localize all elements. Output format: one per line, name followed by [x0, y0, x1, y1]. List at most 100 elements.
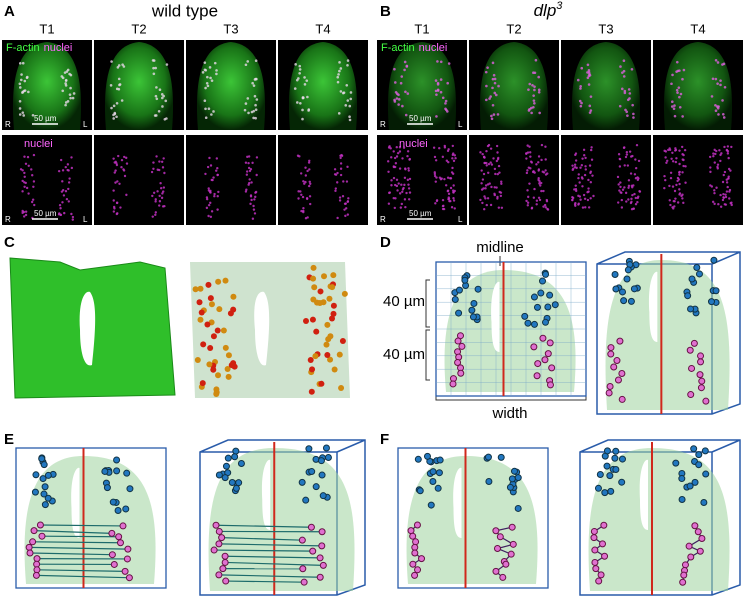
nucleus: [114, 169, 117, 172]
nucleus: [21, 111, 25, 114]
nucleus: [485, 98, 488, 102]
nucleus: [489, 161, 492, 164]
nucleus: [244, 102, 248, 105]
nucleus: [583, 197, 587, 201]
nucleus: [444, 102, 447, 105]
dot: [409, 532, 417, 540]
nucleus: [112, 210, 116, 213]
nucleus: [482, 187, 485, 190]
nucleus: [27, 164, 30, 167]
nucleus: [631, 154, 634, 158]
dot: [497, 453, 505, 461]
nucleus: [674, 160, 678, 164]
nucleus: [215, 72, 218, 76]
nucleus: [20, 73, 23, 76]
nucleus: [714, 103, 717, 107]
nucleus: [727, 156, 730, 160]
nucleus-point: [207, 295, 214, 302]
nucleus: [121, 63, 124, 66]
nucleus: [57, 169, 61, 173]
nucleus: [528, 145, 531, 148]
dot: [427, 501, 435, 509]
nucleus: [727, 167, 731, 171]
nucleus: [217, 190, 220, 194]
panel-title: dlp3: [534, 0, 564, 20]
dot: [616, 337, 624, 345]
nucleus: [666, 159, 669, 162]
nucleus-point: [317, 288, 324, 295]
dot: [687, 305, 695, 313]
nucleus: [719, 193, 722, 197]
nucleus: [253, 94, 257, 98]
nucleus: [532, 105, 535, 109]
dot: [454, 359, 462, 366]
nucleus: [119, 206, 122, 209]
nucleus: [405, 191, 408, 195]
nucleus: [574, 201, 577, 205]
nucleus: [393, 165, 397, 169]
nucleus: [500, 206, 504, 209]
dot: [679, 578, 687, 586]
nucleus: [719, 79, 722, 82]
dot: [510, 467, 518, 475]
nucleus: [338, 61, 341, 64]
nucleus: [680, 145, 684, 149]
nucleus: [216, 173, 220, 177]
nucleus: [623, 91, 627, 95]
nucleus: [629, 172, 633, 175]
nucleus: [616, 175, 620, 179]
nucleus: [526, 144, 529, 147]
nucleus: [23, 215, 26, 218]
nucleus: [408, 191, 412, 194]
nucleus: [392, 150, 395, 153]
nucleus-point: [220, 327, 227, 334]
dot: [322, 444, 330, 452]
nucleus: [150, 170, 154, 174]
nucleus: [31, 174, 34, 177]
nucleus: [721, 198, 725, 202]
channel-name: nuclei: [419, 42, 448, 54]
nucleus: [451, 144, 455, 148]
nucleus: [71, 96, 75, 100]
nucleus: [64, 165, 67, 169]
nucleus: [118, 83, 122, 86]
nucleus: [398, 192, 402, 195]
nucleus: [65, 197, 69, 201]
nucleus: [21, 169, 24, 172]
dot: [41, 483, 49, 491]
nucleus: [112, 157, 115, 160]
side-label: L: [458, 215, 463, 224]
nucleus: [387, 202, 391, 205]
nucleus: [578, 181, 581, 184]
nucleus: [682, 158, 685, 162]
dot: [126, 485, 134, 493]
dot: [618, 455, 626, 463]
nucleus: [70, 212, 73, 216]
nucleus: [675, 70, 678, 73]
nucleus: [27, 90, 30, 94]
nucleus-point: [207, 345, 214, 352]
nucleus: [484, 197, 487, 200]
nucleus: [621, 71, 624, 74]
side-label: R: [5, 120, 11, 129]
nucleus: [408, 177, 412, 181]
dot: [508, 475, 516, 483]
nucleus: [112, 117, 115, 120]
nucleus: [441, 96, 445, 100]
nucleus: [160, 93, 164, 96]
dot: [119, 522, 127, 530]
nucleus-point: [192, 286, 199, 293]
nucleus: [67, 169, 70, 172]
nucleus: [537, 196, 541, 200]
nucleus: [32, 153, 36, 157]
nucleus: [346, 99, 350, 102]
nucleus: [617, 183, 620, 186]
nucleus: [19, 86, 22, 89]
nucleus: [723, 85, 727, 89]
nucleus: [577, 176, 580, 180]
nucleus: [497, 156, 500, 160]
nucleus: [302, 209, 305, 213]
nucleus: [491, 61, 495, 65]
nucleus: [714, 109, 718, 113]
nucleus: [579, 198, 582, 201]
